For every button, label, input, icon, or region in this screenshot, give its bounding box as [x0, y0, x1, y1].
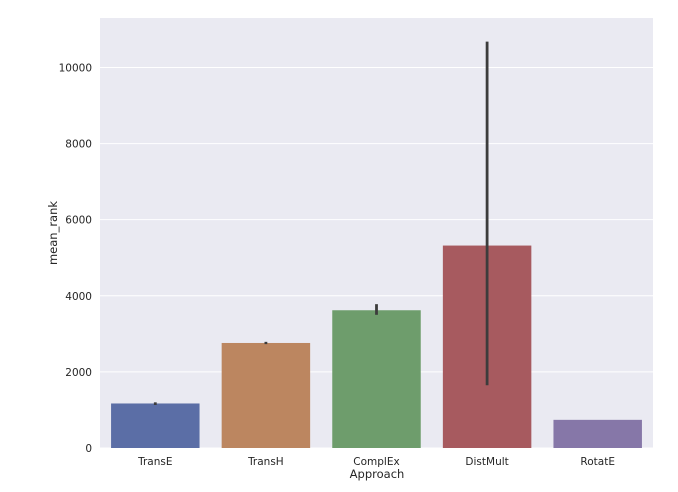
- y-tick-label-3: 6000: [65, 215, 92, 227]
- x-tick-label-transe: TransE: [137, 456, 172, 468]
- y-axis-ticks: 0 2000 4000 6000 8000 10000: [59, 62, 92, 455]
- bar-transh: [221, 342, 311, 448]
- x-tick-label-rotate: RotatE: [580, 456, 615, 468]
- error-bars: [153, 41, 489, 405]
- y-tick-label-0: 0: [85, 443, 92, 455]
- y-tick-label-2: 4000: [65, 291, 92, 303]
- y-tick-label-4: 8000: [65, 139, 92, 151]
- y-tick-label-1: 2000: [65, 367, 92, 379]
- x-axis-label: Approach: [350, 467, 405, 481]
- x-tick-label-distmult: DistMult: [465, 456, 508, 468]
- bar-transe: [111, 403, 200, 448]
- x-axis-ticks: TransE TransH ComplEx DistMult RotatE: [137, 456, 615, 468]
- y-tick-label-5: 10000: [59, 62, 92, 74]
- y-axis-label: mean_rank: [46, 201, 60, 265]
- x-tick-label-complex: ComplEx: [353, 456, 399, 468]
- bar-rotate: [553, 419, 642, 448]
- x-tick-label-transh: TransH: [247, 456, 284, 468]
- bar-complex: [332, 310, 421, 448]
- bars: [111, 245, 642, 448]
